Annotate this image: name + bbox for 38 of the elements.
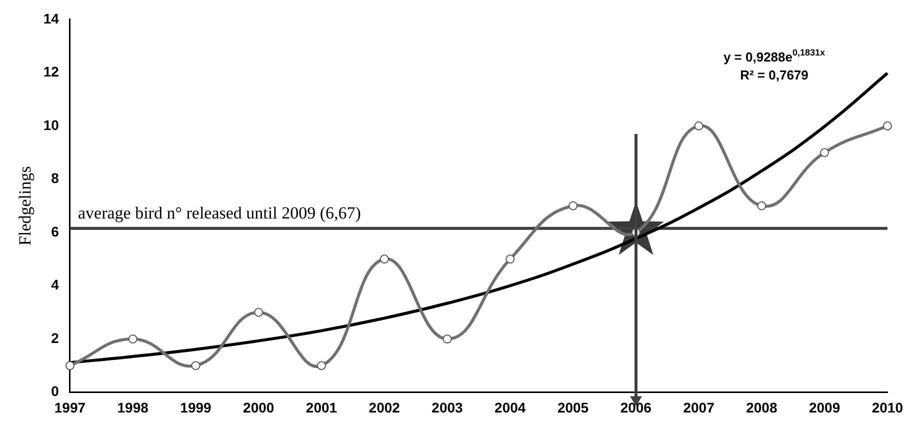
y-tick-label: 6 xyxy=(51,223,60,240)
x-tick-label: 2002 xyxy=(368,399,400,416)
x-tick-label: 2006 xyxy=(620,399,652,416)
ref-line-label: average bird n° released until 2009 (6,67) xyxy=(78,203,361,222)
point xyxy=(568,201,578,210)
x-tick-label: 2008 xyxy=(746,399,778,416)
x-tick-label: 2009 xyxy=(808,399,840,416)
point xyxy=(65,361,74,370)
x-tick-label: 2001 xyxy=(306,399,338,416)
y-tick-label: 2 xyxy=(51,330,60,346)
x-tick-label: 2003 xyxy=(432,399,464,416)
x-tick-label: 2004 xyxy=(494,399,526,416)
x-tick-label: 2000 xyxy=(243,399,274,416)
point xyxy=(128,334,138,344)
point xyxy=(820,148,830,158)
point xyxy=(882,121,892,130)
point xyxy=(506,254,515,264)
y-tick-label: 10 xyxy=(43,116,60,133)
point xyxy=(442,334,452,344)
y-tick-label: 14 xyxy=(43,10,60,26)
y-tick-label: 12 xyxy=(43,64,60,80)
x-tick-label: 1998 xyxy=(117,399,149,416)
y-axis-title: Fledgelings xyxy=(16,166,35,246)
x-tick-label: 2005 xyxy=(557,399,589,416)
x-tick-label: 2010 xyxy=(872,399,904,416)
point xyxy=(694,121,704,130)
x-tick-label: 2007 xyxy=(683,399,715,416)
y-tick-label: 0 xyxy=(51,383,60,400)
x-tick-label: 1999 xyxy=(180,399,212,416)
point xyxy=(380,254,389,264)
x-tick-label: 1997 xyxy=(54,399,86,416)
point xyxy=(191,361,200,370)
point xyxy=(254,308,264,317)
y-tick-label: 8 xyxy=(51,170,60,186)
y-tick-label: 4 xyxy=(51,276,60,293)
point xyxy=(757,201,766,210)
annotation: R² = 0,7679 xyxy=(740,67,808,82)
point xyxy=(316,361,326,370)
